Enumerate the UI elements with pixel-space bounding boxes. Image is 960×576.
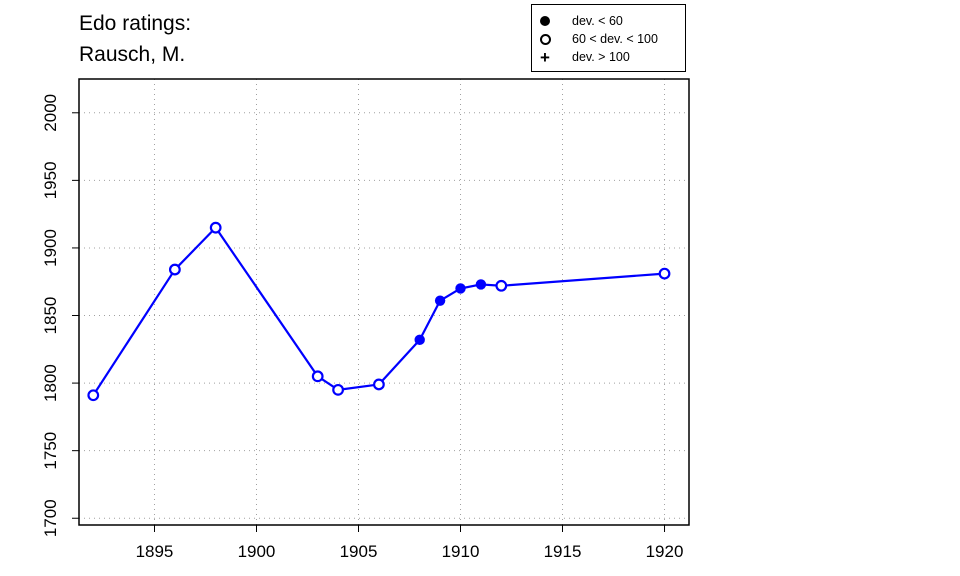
plot-frame <box>78 78 690 526</box>
y-tick-label: 1900 <box>41 229 60 267</box>
data-point <box>311 370 324 383</box>
data-point <box>495 279 508 292</box>
filled-circle-icon <box>532 16 558 26</box>
legend-item-mid-dev: 60 < dev. < 100 <box>532 30 658 48</box>
open-circle-icon <box>532 33 558 45</box>
data-point <box>658 267 671 280</box>
data-point <box>332 383 344 396</box>
data-point <box>434 295 446 306</box>
title-line-1: Edo ratings: <box>79 12 192 35</box>
title-line-2: Rausch, M. <box>79 43 186 66</box>
data-point <box>455 283 466 294</box>
data-point <box>414 334 425 346</box>
y-tick-label: 2000 <box>41 94 60 132</box>
x-tick-label: 1920 <box>646 542 684 561</box>
legend-item-high-dev: + dev. > 100 <box>532 48 630 66</box>
x-tick-label: 1900 <box>238 542 276 561</box>
legend: dev. < 60 60 < dev. < 100 + dev. > 100 <box>531 4 686 72</box>
y-tick-label: 1850 <box>41 297 60 335</box>
x-tick-label: 1910 <box>442 542 480 561</box>
x-tick-label: 1895 <box>136 542 174 561</box>
chart-title: Edo ratings: Rausch, M. <box>79 8 191 70</box>
data-point <box>87 389 100 402</box>
y-tick-label: 1700 <box>41 499 60 537</box>
legend-label: dev. < 60 <box>572 14 623 28</box>
series-line <box>92 226 665 396</box>
data-point <box>209 221 222 234</box>
plus-icon: + <box>540 47 550 67</box>
y-tick-label: 1800 <box>41 364 60 402</box>
y-tick-label: 1750 <box>41 432 60 470</box>
legend-item-low-dev: dev. < 60 <box>532 12 623 30</box>
data-point <box>372 378 385 391</box>
data-point <box>168 263 181 276</box>
legend-label: dev. > 100 <box>572 50 630 64</box>
legend-label: 60 < dev. < 100 <box>572 32 658 46</box>
x-tick-label: 1915 <box>544 542 582 561</box>
y-tick-label: 1950 <box>41 161 60 199</box>
x-tick-label: 1905 <box>340 542 378 561</box>
data-point <box>475 279 487 290</box>
